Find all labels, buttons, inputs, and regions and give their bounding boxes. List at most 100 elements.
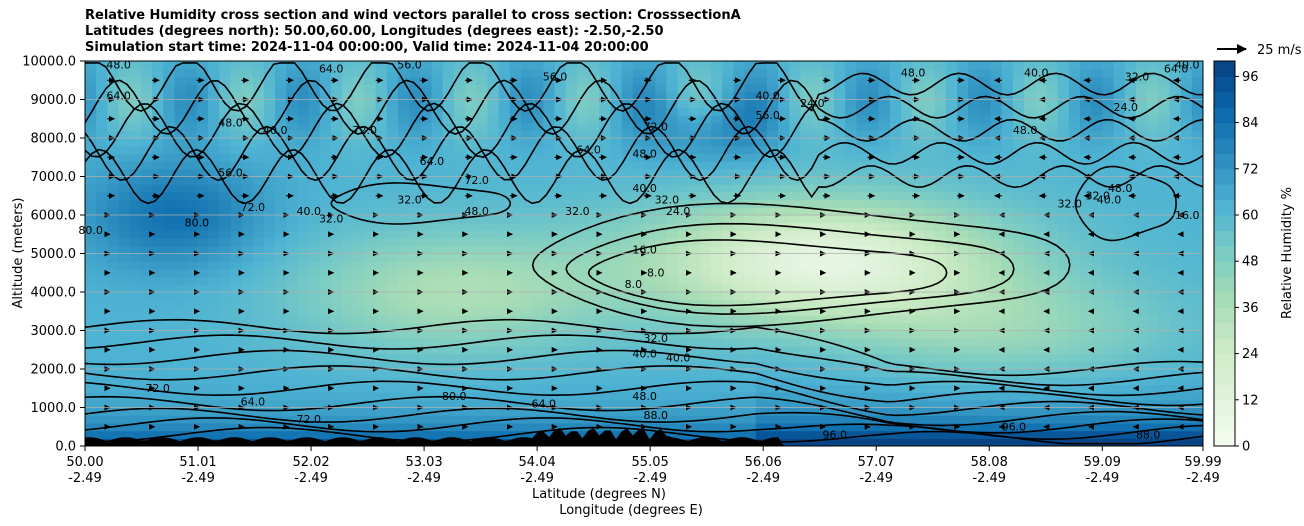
field-cell: [588, 161, 600, 170]
field-cell: [968, 292, 980, 301]
field-cell: [576, 292, 589, 301]
field-cell: [353, 415, 366, 424]
field-cell: [1046, 253, 1059, 262]
field-cell: [152, 161, 164, 170]
field-cell: [386, 399, 399, 409]
field-cell: [722, 338, 735, 347]
field-cell: [621, 199, 634, 208]
field-cell: [465, 322, 477, 332]
field-cell: [632, 215, 645, 224]
field-cell: [968, 322, 980, 332]
field-cell: [934, 430, 947, 439]
field-cell: [554, 161, 567, 170]
field-cell: [509, 353, 522, 362]
field-cell: [342, 191, 354, 201]
field-cell: [588, 176, 600, 185]
field-cell: [85, 122, 97, 131]
field-cell: [409, 145, 421, 154]
field-cell: [1180, 345, 1193, 355]
field-cell: [889, 422, 902, 432]
field-cell: [420, 415, 433, 424]
field-cell: [1180, 145, 1193, 154]
field-cell: [1158, 299, 1171, 308]
field-cell: [129, 245, 142, 255]
field-cell: [96, 315, 108, 324]
field-cell: [811, 399, 824, 409]
field-cell: [789, 299, 802, 308]
field-cell: [85, 84, 97, 93]
field-cell: [968, 438, 980, 446]
field-cell: [1147, 253, 1159, 262]
field-cell: [677, 284, 690, 293]
field-cell: [319, 322, 332, 332]
field-cell: [219, 222, 231, 231]
field-cell: [811, 338, 824, 347]
field-cell: [498, 399, 511, 409]
field-cell: [755, 353, 768, 362]
field-cell: [1068, 68, 1081, 77]
field-cell: [498, 245, 511, 255]
field-cell: [230, 84, 243, 93]
field-cell: [1068, 430, 1081, 439]
field-cell: [811, 253, 824, 262]
field-cell: [968, 145, 980, 154]
field-cell: [107, 345, 120, 355]
field-cell: [666, 261, 679, 270]
field-cell: [342, 292, 354, 301]
field-cell: [107, 353, 120, 362]
field-cell: [979, 207, 992, 216]
field-cell: [1124, 245, 1137, 255]
field-cell: [856, 353, 869, 362]
field-cell: [688, 238, 701, 247]
field-cell: [286, 299, 299, 308]
field-cell: [822, 168, 835, 178]
field-cell: [1135, 238, 1148, 247]
field-cell: [945, 307, 958, 316]
field-cell: [185, 168, 198, 178]
field-cell: [834, 361, 846, 370]
field-cell: [129, 430, 142, 439]
field-cell: [889, 322, 902, 332]
field-cell: [610, 122, 623, 131]
field-cell: [241, 330, 254, 339]
field-cell: [644, 384, 656, 393]
field-cell: [241, 84, 254, 93]
field-cell: [1012, 107, 1025, 116]
field-cell: [834, 168, 846, 178]
field-cell: [990, 145, 1003, 154]
field-cell: [375, 184, 388, 193]
field-cell: [677, 292, 690, 301]
field-cell: [979, 107, 992, 116]
field-cell: [129, 76, 142, 85]
field-cell: [185, 384, 198, 393]
field-cell: [834, 268, 846, 278]
field-cell: [409, 430, 421, 439]
field-cell: [878, 191, 891, 201]
field-cell: [1012, 369, 1025, 378]
field-cell: [632, 191, 645, 201]
field-cell: [878, 345, 891, 355]
field-cell: [822, 176, 835, 185]
field-cell: [845, 369, 858, 378]
field-cell: [1113, 130, 1126, 139]
field-cell: [442, 153, 455, 162]
field-cell: [565, 369, 578, 378]
field-cell: [398, 107, 410, 116]
field-cell: [521, 168, 533, 178]
field-cell: [554, 392, 567, 401]
field-cell: [565, 299, 578, 308]
field-cell: [107, 168, 120, 178]
field-cell: [163, 430, 176, 439]
field-cell: [800, 122, 813, 131]
field-cell: [822, 276, 835, 285]
field-cell: [275, 91, 287, 101]
field-cell: [789, 153, 802, 162]
field-cell: [487, 284, 500, 293]
field-cell: [431, 361, 444, 370]
field-cell: [129, 107, 142, 116]
field-cell: [1046, 422, 1059, 432]
field-cell: [398, 145, 410, 154]
field-cell: [845, 322, 858, 332]
field-cell: [509, 207, 522, 216]
field-cell: [1147, 284, 1159, 293]
